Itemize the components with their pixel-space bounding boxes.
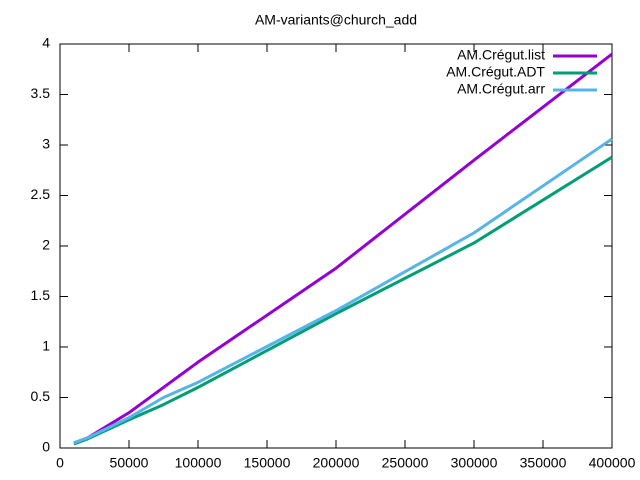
y-tick-label: 1 [42,338,50,354]
x-tick-label: 250000 [382,455,429,471]
x-tick-label: 200000 [313,455,360,471]
y-tick-label: 0.5 [31,388,51,404]
x-tick-label: 300000 [451,455,498,471]
x-tick-label: 0 [56,455,64,471]
y-tick-label: 3 [42,136,50,152]
chart-title: AM-variants@church_add [255,12,417,28]
x-tick-label: 150000 [244,455,291,471]
y-tick-label: 2.5 [31,186,51,202]
x-tick-label: 350000 [520,455,567,471]
y-tick-label: 0 [42,439,50,455]
x-tick-label: 400000 [589,455,636,471]
legend-label: AM.Crégut.ADT [446,64,545,80]
legend-label: AM.Crégut.arr [457,81,545,97]
y-tick-label: 4 [42,35,50,51]
y-tick-label: 1.5 [31,287,51,303]
legend-label: AM.Crégut.list [457,47,545,63]
y-tick-label: 2 [42,237,50,253]
series-line [73,137,613,445]
x-tick-label: 50000 [110,455,149,471]
x-tick-label: 100000 [175,455,222,471]
y-tick-label: 3.5 [31,85,51,101]
